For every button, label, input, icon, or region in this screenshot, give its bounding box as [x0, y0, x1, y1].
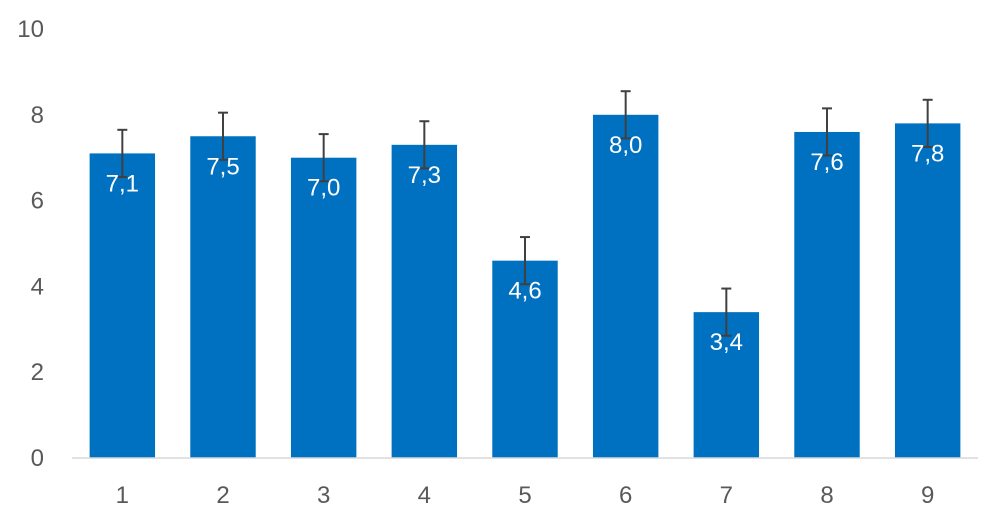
- data-labels-group: 7,1 7,5 7,0 7,3 4,6 8,0 3,4 7,6 7,8: [106, 132, 945, 356]
- bar-4: [391, 144, 458, 458]
- y-tick-label-0: 0: [31, 445, 44, 472]
- data-label-3: 7,0: [307, 175, 340, 202]
- data-label-6: 8,0: [609, 132, 642, 159]
- bar-9: [894, 123, 961, 458]
- bar-8: [794, 131, 860, 458]
- x-tick-label-7: 7: [720, 482, 733, 509]
- bar-6: [592, 114, 659, 459]
- bar-5: [492, 260, 558, 458]
- y-tick-label-4: 4: [31, 273, 44, 300]
- x-tick-label-9: 9: [921, 482, 934, 509]
- x-tick-label-5: 5: [518, 482, 531, 509]
- bar-2: [190, 136, 256, 458]
- y-tick-label-2: 2: [31, 359, 44, 386]
- data-label-5: 4,6: [508, 278, 541, 305]
- x-tick-label-6: 6: [619, 482, 632, 509]
- error-bars-group: [117, 90, 933, 337]
- bar-3: [290, 157, 357, 458]
- x-tick-label-3: 3: [317, 482, 330, 509]
- data-label-8: 7,6: [810, 149, 843, 176]
- data-label-7: 3,4: [710, 329, 743, 356]
- y-tick-label-10: 10: [17, 16, 44, 43]
- y-tick-label-8: 8: [31, 102, 44, 129]
- data-label-1: 7,1: [106, 170, 139, 197]
- data-label-4: 7,3: [408, 162, 441, 189]
- data-label-2: 7,5: [206, 153, 239, 180]
- y-axis-ticks: 0 2 4 6 8 10: [17, 16, 44, 472]
- x-tick-label-8: 8: [820, 482, 833, 509]
- data-label-9: 7,8: [911, 140, 944, 167]
- bar-1: [89, 153, 156, 458]
- x-axis-ticks: 1 2 3 4 5 6 7 8 9: [116, 482, 935, 509]
- bars-group: [89, 114, 961, 459]
- x-tick-label-4: 4: [418, 482, 431, 509]
- x-tick-label-2: 2: [216, 482, 229, 509]
- x-tick-label-1: 1: [116, 482, 129, 509]
- y-tick-label-6: 6: [31, 188, 44, 215]
